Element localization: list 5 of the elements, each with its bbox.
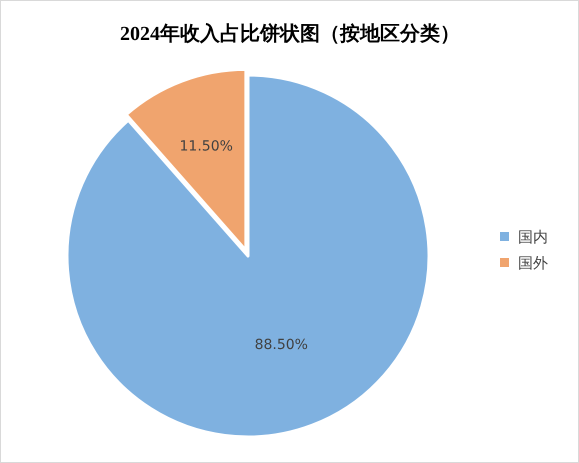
legend-label: 国外: [518, 254, 548, 272]
data-label: 11.50%: [180, 138, 233, 154]
data-label: 88.50%: [254, 337, 308, 354]
legend-label: 国内: [518, 228, 548, 246]
chart-title: 2024年收入占比饼状图（按地区分类）: [120, 22, 460, 45]
